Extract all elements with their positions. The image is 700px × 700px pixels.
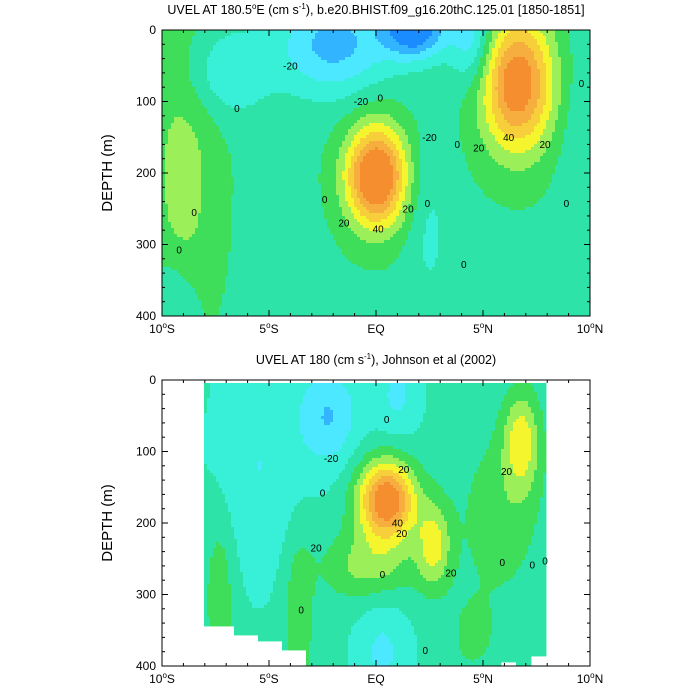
- contour-label: 20: [338, 219, 350, 230]
- contour-label: 0: [176, 246, 182, 257]
- contour-label: 0: [564, 199, 570, 210]
- chart-title: UVEL AT 180.5oE (cm s-1), b.e20.BHIST.f0…: [167, 2, 584, 17]
- contour-label: -20: [422, 133, 437, 144]
- contour-label: 40: [503, 133, 515, 144]
- contour-label: 40: [373, 224, 385, 235]
- y-tick-label: 300: [136, 588, 156, 602]
- contour-label: 0: [461, 260, 467, 271]
- contour-fill: [204, 383, 546, 666]
- contour-label: 0: [499, 558, 505, 569]
- contour-label: 0: [455, 140, 461, 151]
- contour-label: -20: [354, 97, 369, 108]
- x-tick-label: 10oS: [149, 671, 175, 686]
- contour-label: 20: [501, 467, 513, 478]
- contour-label: 20: [398, 465, 410, 476]
- contour-label: 20: [403, 204, 415, 215]
- y-tick-label: 100: [136, 445, 156, 459]
- y-tick-label: 0: [149, 373, 156, 387]
- y-tick-label: 100: [136, 95, 156, 109]
- chart-title: UVEL AT 180 (cm s-1), Johnson et al (200…: [256, 352, 496, 367]
- y-tick-label: 300: [136, 238, 156, 252]
- x-tick-label: 10oN: [577, 671, 603, 686]
- contour-label: 0: [529, 561, 535, 572]
- contour-label: -20: [283, 61, 298, 72]
- x-tick-label: 5oN: [473, 321, 493, 336]
- contour-label: 0: [234, 104, 240, 115]
- y-axis-label: DEPTH (m): [99, 134, 116, 212]
- y-axis-label: DEPTH (m): [99, 484, 116, 562]
- contour-label: 0: [322, 195, 328, 206]
- x-tick-label: 5oS: [259, 671, 278, 686]
- y-tick-label: 0: [149, 23, 156, 37]
- contour-label: 0: [320, 488, 326, 499]
- x-tick-label: 10oS: [149, 321, 175, 336]
- x-tick-label: 10oN: [577, 321, 603, 336]
- x-tick-label: EQ: [367, 672, 384, 686]
- y-tick-label: 400: [136, 309, 156, 323]
- contour-label: -20: [324, 454, 339, 465]
- y-tick-label: 200: [136, 166, 156, 180]
- contour-label: 0: [425, 199, 431, 210]
- x-tick-label: 5oS: [259, 321, 278, 336]
- x-tick-label: EQ: [367, 322, 384, 336]
- contour-label: 40: [392, 519, 404, 530]
- contour-label: 0: [542, 556, 548, 567]
- contour-label: 0: [191, 208, 197, 219]
- contour-label: 0: [298, 606, 304, 617]
- contour-label: 20: [445, 569, 457, 580]
- contour-label: 20: [473, 143, 485, 154]
- contour-label: 0: [422, 646, 428, 657]
- contour-label: 0: [380, 570, 386, 581]
- y-tick-label: 200: [136, 516, 156, 530]
- contour-fill: [162, 30, 590, 316]
- contour-label: 20: [396, 529, 408, 540]
- contour-label: 0: [384, 415, 390, 426]
- y-tick-label: 400: [136, 659, 156, 673]
- x-tick-label: 5oN: [473, 671, 493, 686]
- contour-label: 20: [311, 544, 323, 555]
- contour-label: 20: [539, 140, 551, 151]
- contour-label: 0: [377, 93, 383, 104]
- contour-label: 0: [579, 79, 585, 90]
